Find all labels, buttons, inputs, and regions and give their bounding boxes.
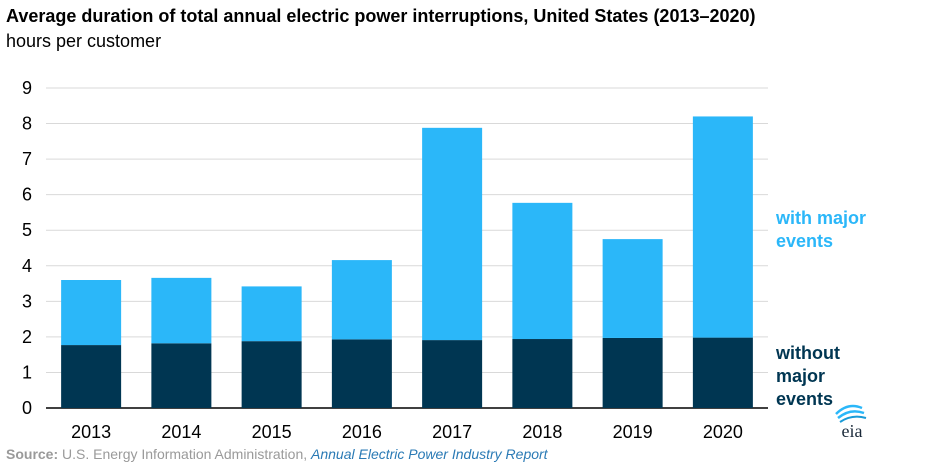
x-tick-label: 2015 <box>252 422 292 440</box>
x-tick-label: 2019 <box>613 422 653 440</box>
legend-label-with-major: with major <box>775 208 866 228</box>
x-tick-label: 2018 <box>522 422 562 440</box>
bar-without-major-2020 <box>692 337 753 408</box>
chart-title: Average duration of total annual electri… <box>6 6 756 26</box>
y-tick-label: 2 <box>22 327 32 347</box>
chart-subtitle: hours per customer <box>6 31 162 51</box>
source-label: Source: <box>6 446 59 462</box>
y-axis-ticks: 0 1 2 3 4 5 6 7 8 9 <box>22 78 32 418</box>
bar-with-major-2014 <box>151 277 212 344</box>
y-tick-label: 9 <box>22 78 32 98</box>
bar-without-major-2014 <box>151 343 212 408</box>
y-tick-label: 1 <box>22 362 32 382</box>
bar-without-major-2018 <box>512 339 573 408</box>
bar-with-major-2020 <box>692 116 753 338</box>
bar-with-major-2015 <box>241 286 302 342</box>
x-axis-ticks: 2013 2014 2015 2016 2017 2018 2019 2020 <box>71 422 743 440</box>
source-text: U.S. Energy Information Administration, <box>58 446 312 462</box>
x-tick-label: 2020 <box>703 422 743 440</box>
x-tick-label: 2014 <box>161 422 201 440</box>
eia-logo-icon: eia <box>835 404 867 440</box>
bar-without-major-2013 <box>61 345 122 408</box>
legend: with major events without major events <box>775 208 866 409</box>
bar-without-major-2017 <box>422 340 483 408</box>
y-tick-label: 3 <box>22 291 32 311</box>
bar-without-major-2016 <box>331 339 392 408</box>
x-tick-label: 2017 <box>432 422 472 440</box>
source-note: Source: U.S. Energy Information Administ… <box>6 446 548 462</box>
y-tick-label: 0 <box>22 398 32 418</box>
y-tick-label: 5 <box>22 220 32 240</box>
eia-logo-text: eia <box>842 421 863 440</box>
bar-without-major-2015 <box>241 341 302 408</box>
y-tick-label: 4 <box>22 256 32 276</box>
y-tick-label: 6 <box>22 185 32 205</box>
bar-without-major-2019 <box>602 337 663 408</box>
x-tick-label: 2016 <box>342 422 382 440</box>
bar-with-major-2013 <box>61 280 122 346</box>
y-tick-label: 8 <box>22 114 32 134</box>
bar-with-major-2017 <box>422 127 483 341</box>
legend-label-without-major: major <box>776 366 825 386</box>
legend-label-with-major: events <box>776 231 833 251</box>
legend-label-without-major: without <box>775 343 840 363</box>
x-tick-label: 2013 <box>71 422 111 440</box>
legend-label-without-major: events <box>776 389 833 409</box>
bar-with-major-2019 <box>602 239 663 338</box>
source-report-link[interactable]: Annual Electric Power Industry Report <box>311 446 548 462</box>
y-tick-label: 7 <box>22 149 32 169</box>
bar-with-major-2018 <box>512 202 573 340</box>
bars <box>61 116 753 408</box>
bar-with-major-2016 <box>331 260 392 340</box>
